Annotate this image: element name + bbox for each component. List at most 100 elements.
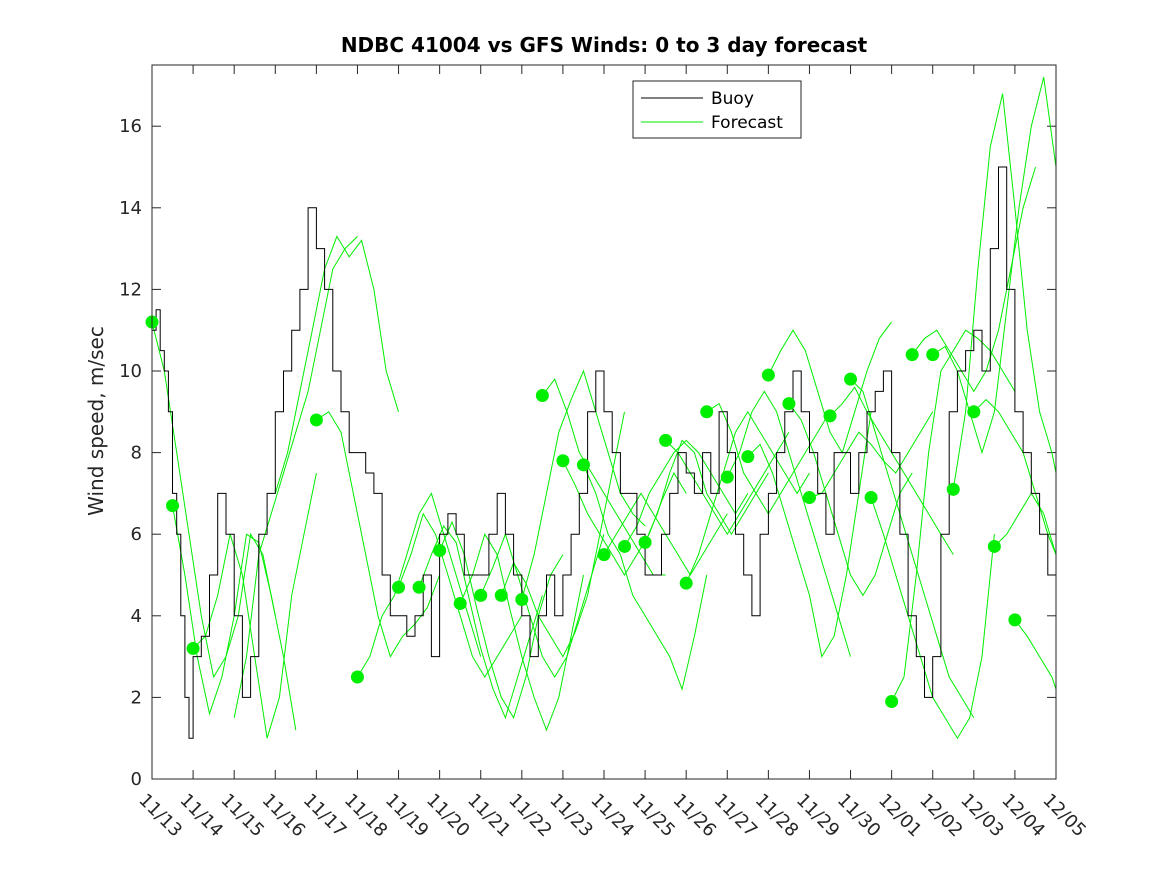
forecast-run-line — [644, 439, 769, 543]
legend-forecast-label: Forecast — [711, 113, 783, 133]
forecast-initial-point — [535, 388, 549, 402]
forecast-initial-point — [392, 580, 406, 594]
forecast-run-line — [398, 512, 523, 678]
forecast-run-line — [357, 492, 482, 678]
forecast-initial-points — [145, 315, 1022, 708]
forecast-initial-point — [453, 597, 467, 611]
x-tick-label: 11/26 — [669, 790, 721, 842]
x-tick-label: 11/20 — [422, 790, 474, 842]
forecast-initial-point — [350, 670, 364, 684]
x-tick-label: 11/21 — [463, 790, 515, 842]
x-tick-label: 11/30 — [833, 790, 885, 842]
forecast-initial-point — [946, 482, 960, 496]
x-tick-label: 11/13 — [134, 790, 186, 842]
x-tick-label: 11/17 — [299, 790, 351, 842]
forecast-initial-point — [659, 433, 673, 447]
plot-frame — [151, 64, 1057, 780]
forecast-run-line — [562, 460, 687, 576]
forecast-run-line — [932, 77, 1057, 455]
forecast-run-line — [480, 532, 605, 678]
forecast-run-line — [891, 329, 1016, 702]
y-tick-label: 8 — [131, 443, 142, 464]
forecast-initial-point — [844, 372, 858, 386]
forecast-initial-point — [556, 454, 570, 468]
forecast-initial-point — [802, 490, 816, 504]
buoy-series — [152, 166, 1057, 739]
forecast-initial-point — [967, 405, 981, 419]
forecast-initial-point — [166, 499, 180, 513]
chart-title: NDBC 41004 vs GFS Winds: 0 to 3 day fore… — [341, 33, 868, 57]
forecast-run-line — [911, 166, 1036, 393]
legend: Buoy Forecast — [632, 80, 802, 139]
forecast-initial-point — [987, 539, 1001, 553]
plot-area — [152, 65, 1056, 779]
forecast-initial-point — [823, 409, 837, 423]
forecast-initial-point — [618, 539, 632, 553]
forecast-run-line — [767, 321, 892, 454]
y-tick-label: 2 — [131, 687, 142, 708]
x-tick-label: 12/01 — [874, 790, 926, 842]
forecast-initial-point — [926, 348, 940, 362]
x-tick-label: 11/28 — [751, 790, 803, 842]
x-tick-label: 11/19 — [381, 790, 433, 842]
x-tick-label: 11/14 — [176, 790, 228, 842]
y-tick-label: 14 — [119, 198, 142, 219]
x-tick-label: 12/03 — [956, 790, 1008, 842]
forecast-initial-point — [761, 368, 775, 382]
x-tick-label: 12/05 — [1038, 790, 1090, 842]
forecast-run-line — [624, 439, 749, 547]
forecast-initial-point — [782, 397, 796, 411]
forecast-initial-point — [741, 450, 755, 464]
x-tick-label: 11/25 — [628, 790, 680, 842]
x-tick-label: 11/22 — [504, 790, 556, 842]
forecast-initial-point — [309, 413, 323, 427]
y-tick-label: 0 — [131, 769, 142, 790]
x-tick-label: 11/15 — [217, 790, 269, 842]
forecast-run-line — [274, 235, 399, 494]
forecast-run-line — [233, 236, 358, 718]
forecast-run-line — [850, 378, 975, 719]
forecast-run-line — [521, 369, 646, 600]
buoy-line — [152, 166, 1057, 739]
x-tick-label: 11/18 — [340, 790, 392, 842]
x-tick-label: 11/23 — [545, 790, 597, 842]
forecast-initial-point — [679, 576, 693, 590]
forecast-run-line — [726, 390, 851, 657]
forecast-initial-point — [597, 548, 611, 562]
forecast-initial-point — [720, 470, 734, 484]
forecast-run-line — [952, 93, 1057, 494]
y-axis: 0 2 4 6 8 10 12 14 16 — [119, 116, 1056, 790]
x-tick-label: 12/04 — [997, 790, 1049, 842]
y-tick-label: 6 — [131, 524, 142, 545]
x-tick-label: 11/29 — [792, 790, 844, 842]
forecast-initial-point — [494, 588, 508, 602]
y-tick-label: 12 — [119, 279, 142, 300]
forecast-initial-point — [905, 348, 919, 362]
forecast-run-line — [316, 411, 441, 658]
legend-buoy-label: Buoy — [711, 89, 754, 109]
x-tick-label: 12/02 — [915, 790, 967, 842]
forecast-run-line — [439, 520, 564, 720]
forecast-initial-point — [700, 405, 714, 419]
forecast-run-line — [809, 411, 934, 498]
y-axis-label: Wind speed, m/sec — [84, 326, 108, 516]
y-tick-label: 4 — [131, 606, 142, 627]
y-tick-label: 10 — [119, 361, 142, 382]
forecast-initial-point — [186, 641, 200, 655]
forecast-run-line — [459, 532, 584, 732]
forecast-initial-point — [1008, 613, 1022, 627]
x-tick-label: 11/16 — [258, 790, 310, 842]
forecast-initial-point — [864, 490, 878, 504]
x-tick-label: 11/24 — [586, 790, 638, 842]
forecast-initial-point — [515, 592, 529, 606]
forecast-initial-point — [885, 694, 899, 708]
y-tick-label: 16 — [119, 116, 142, 137]
forecast-initial-point — [412, 580, 426, 594]
x-tick-label: 11/27 — [710, 790, 762, 842]
forecast-initial-point — [638, 535, 652, 549]
forecast-run-line — [747, 411, 872, 658]
forecast-initial-point — [576, 458, 590, 472]
forecast-initial-point — [433, 544, 447, 558]
forecast-initial-point — [474, 588, 488, 602]
